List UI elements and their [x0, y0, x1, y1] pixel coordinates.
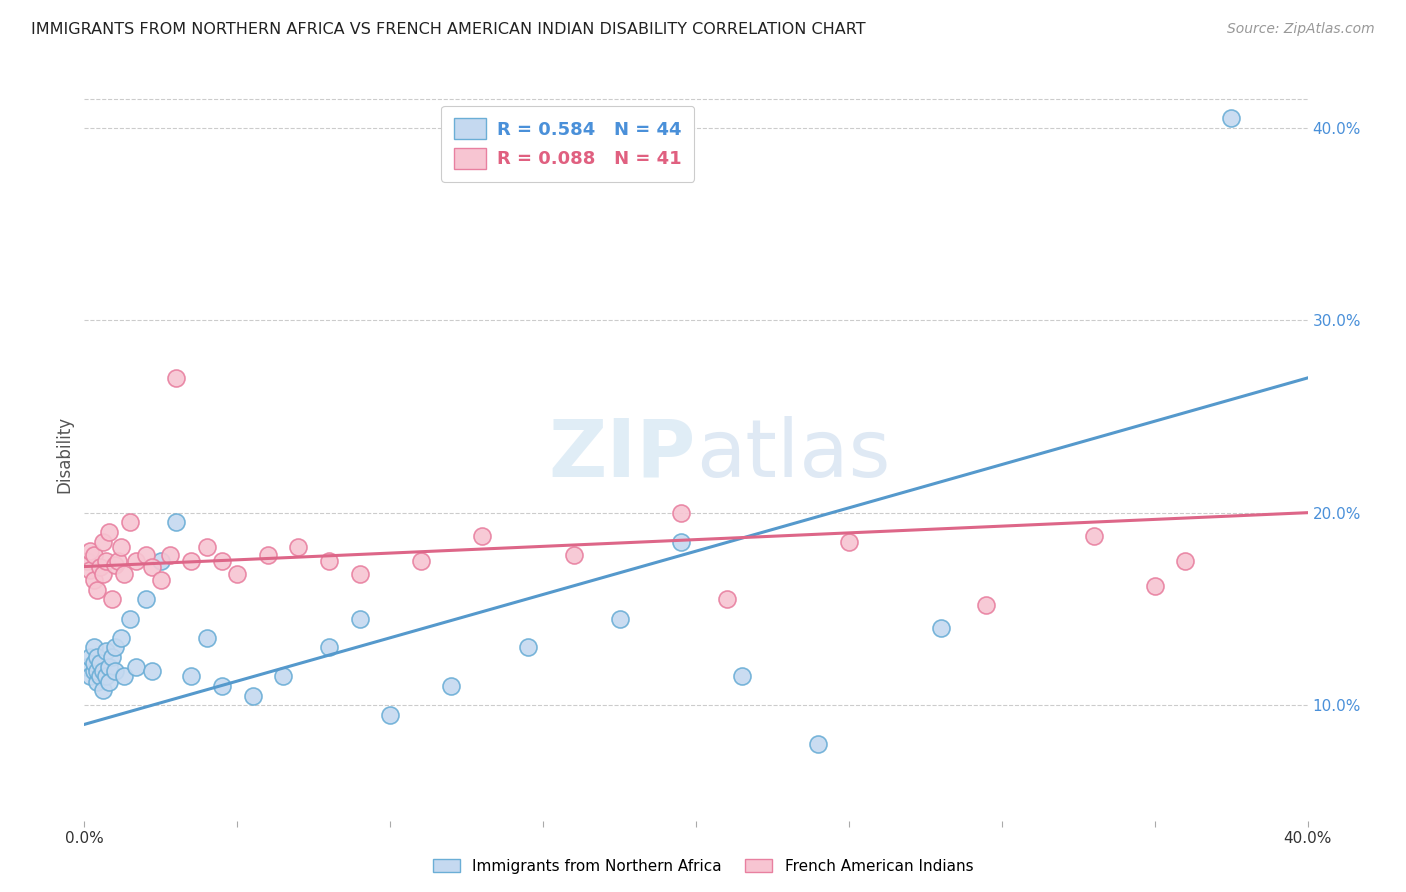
Point [97, 675, 120, 690]
Legend: Immigrants from Northern Africa, French American Indians: Immigrants from Northern Africa, French … [426, 853, 980, 880]
Point [91, 682, 114, 697]
Point [349, 567, 371, 582]
Point [94, 669, 117, 683]
Point [83, 573, 105, 587]
Point [76, 554, 98, 568]
Point [79, 563, 101, 577]
Point [149, 573, 172, 587]
Point [149, 554, 172, 568]
Point [112, 567, 135, 582]
Point [83, 548, 105, 562]
Point [180, 554, 202, 568]
Y-axis label: Disability: Disability [55, 417, 73, 493]
Point [242, 689, 264, 703]
Point [838, 534, 860, 549]
Point [91, 534, 114, 549]
Point [91, 664, 114, 678]
Point [1220, 111, 1243, 125]
Point [89, 559, 111, 574]
Point [120, 611, 142, 625]
Point [1083, 529, 1105, 543]
Point [107, 554, 129, 568]
Point [669, 534, 692, 549]
Point [257, 548, 280, 562]
Point [380, 707, 402, 722]
Point [86, 675, 108, 690]
Point [271, 669, 294, 683]
Point [125, 554, 148, 568]
Point [318, 554, 340, 568]
Point [226, 567, 249, 582]
Point [609, 611, 631, 625]
Point [287, 541, 309, 555]
Point [125, 659, 148, 673]
Text: ZIP: ZIP [548, 416, 696, 494]
Point [165, 516, 187, 530]
Text: Source: ZipAtlas.com: Source: ZipAtlas.com [1227, 22, 1375, 37]
Point [110, 631, 132, 645]
Point [83, 664, 105, 678]
Point [440, 679, 463, 693]
Point [79, 544, 101, 558]
Point [349, 611, 371, 625]
Point [120, 516, 142, 530]
Point [97, 524, 120, 539]
Point [94, 554, 117, 568]
Point [89, 669, 111, 683]
Point [101, 592, 124, 607]
Point [112, 669, 135, 683]
Point [141, 664, 163, 678]
Point [86, 664, 108, 678]
Point [716, 592, 738, 607]
Point [79, 669, 101, 683]
Point [104, 640, 127, 655]
Point [165, 371, 187, 385]
Point [135, 548, 157, 562]
Point [83, 640, 105, 655]
Point [318, 640, 340, 655]
Point [1143, 579, 1166, 593]
Point [976, 598, 998, 612]
Point [211, 554, 233, 568]
Legend: R = 0.584   N = 44, R = 0.088   N = 41: R = 0.584 N = 44, R = 0.088 N = 41 [441, 105, 695, 182]
Point [110, 541, 132, 555]
Point [94, 644, 117, 658]
Point [76, 659, 98, 673]
Point [180, 669, 202, 683]
Point [159, 548, 181, 562]
Point [89, 656, 111, 670]
Point [86, 582, 108, 597]
Point [79, 650, 101, 665]
Point [195, 631, 218, 645]
Point [141, 559, 163, 574]
Point [1174, 554, 1197, 568]
Point [83, 656, 105, 670]
Point [807, 737, 830, 751]
Text: IMMIGRANTS FROM NORTHERN AFRICA VS FRENCH AMERICAN INDIAN DISABILITY CORRELATION: IMMIGRANTS FROM NORTHERN AFRICA VS FRENC… [31, 22, 866, 37]
Point [101, 650, 124, 665]
Point [562, 548, 585, 562]
Text: atlas: atlas [696, 416, 890, 494]
Point [669, 506, 692, 520]
Point [86, 650, 108, 665]
Point [516, 640, 538, 655]
Point [731, 669, 754, 683]
Point [91, 567, 114, 582]
Point [471, 529, 494, 543]
Point [135, 592, 157, 607]
Point [211, 679, 233, 693]
Point [929, 621, 952, 635]
Point [409, 554, 432, 568]
Point [104, 664, 127, 678]
Point [97, 659, 120, 673]
Point [195, 541, 218, 555]
Point [104, 558, 127, 572]
